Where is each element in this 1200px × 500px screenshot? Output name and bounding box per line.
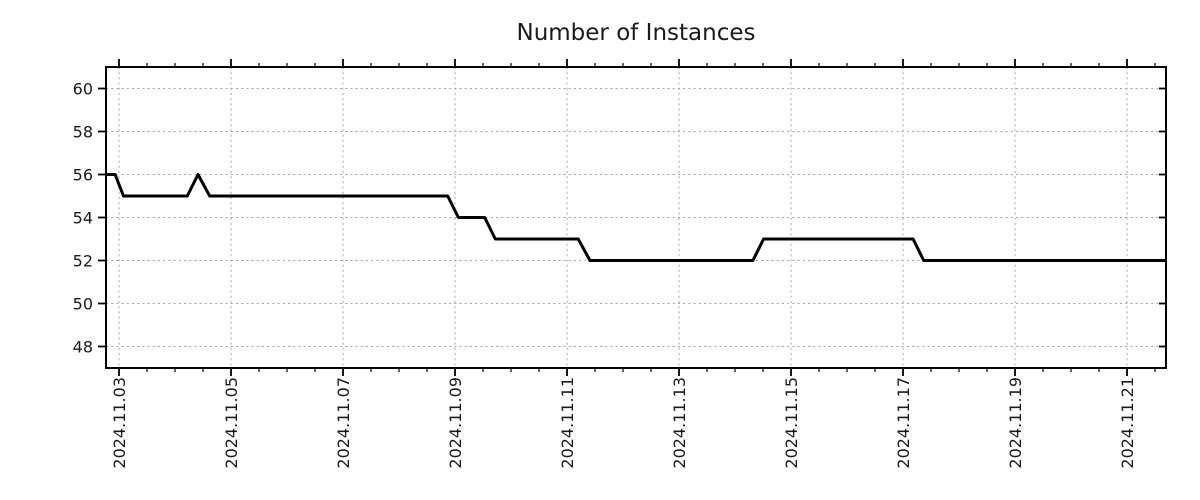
y-tick-label: 58 bbox=[73, 123, 93, 142]
y-tick-label: 48 bbox=[73, 338, 93, 357]
x-tick-label: 2024.11.05 bbox=[222, 377, 241, 469]
x-tick-label: 2024.11.07 bbox=[334, 377, 353, 469]
y-tick-label: 50 bbox=[73, 295, 93, 314]
x-tick-label: 2024.11.17 bbox=[894, 377, 913, 469]
y-tick-label: 52 bbox=[73, 252, 93, 271]
x-tick-label: 2024.11.19 bbox=[1006, 377, 1025, 469]
x-tick-label: 2024.11.15 bbox=[782, 377, 801, 469]
y-tick-label: 56 bbox=[73, 166, 93, 185]
y-tick-label: 60 bbox=[73, 80, 93, 99]
x-tick-label: 2024.11.11 bbox=[558, 377, 577, 469]
gridlines bbox=[106, 67, 1166, 368]
series-line bbox=[106, 173, 1166, 262]
y-axis-tick-labels: 48 50 52 54 56 58 60 bbox=[73, 80, 93, 357]
chart-title: Number of Instances bbox=[517, 20, 756, 46]
y-tick-label: 54 bbox=[73, 209, 93, 228]
x-axis-tick-labels: 2024.11.03 2024.11.05 2024.11.07 2024.11.09… bbox=[110, 377, 1137, 469]
x-tick-label: 2024.11.21 bbox=[1118, 377, 1137, 469]
x-tick-label: 2024.11.09 bbox=[446, 377, 465, 469]
axis-ticks bbox=[98, 59, 1166, 376]
x-tick-label: 2024.11.03 bbox=[110, 377, 129, 469]
x-tick-label: 2024.11.13 bbox=[670, 377, 689, 469]
data-series-line bbox=[106, 173, 1166, 262]
